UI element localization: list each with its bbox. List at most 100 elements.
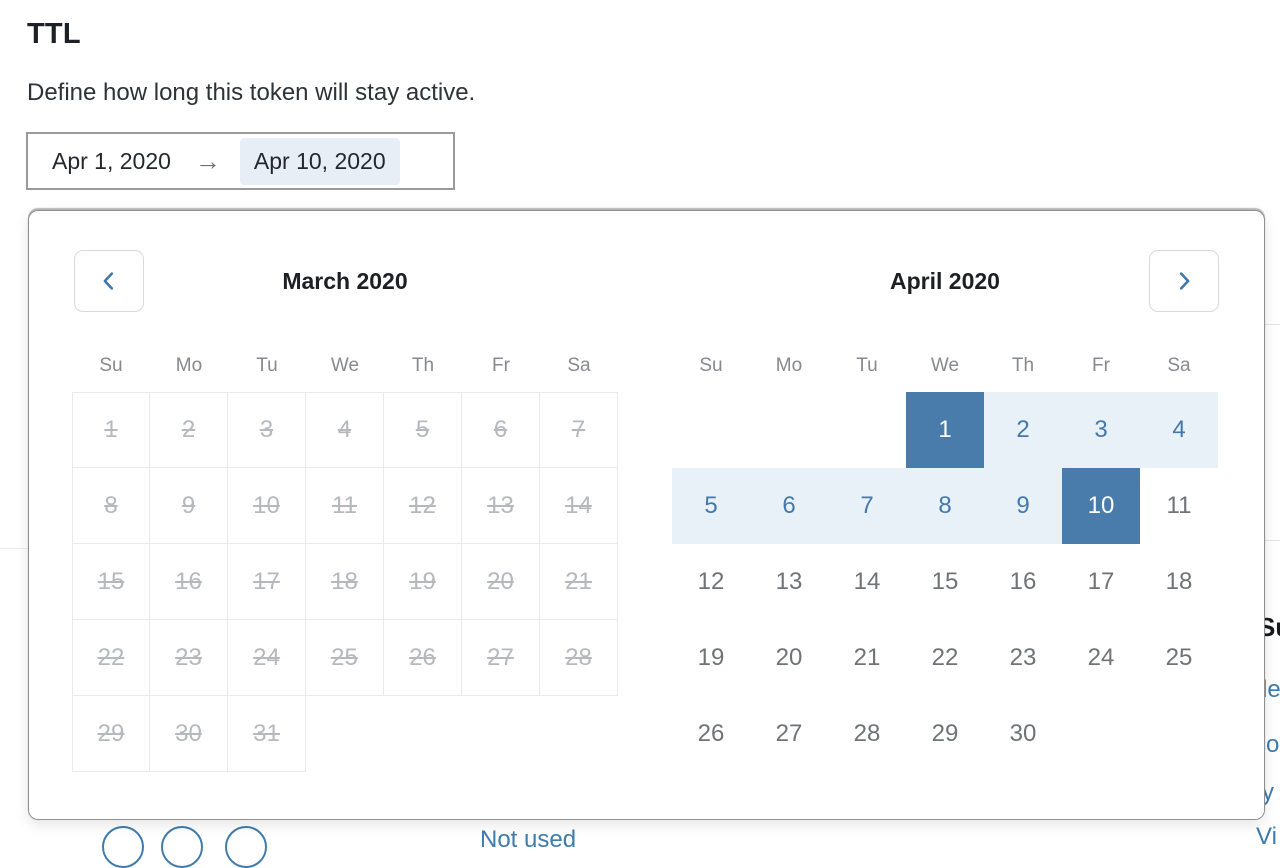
day-cell[interactable]: 3 xyxy=(1062,392,1140,468)
day-cell-disabled: 11 xyxy=(306,468,384,544)
day-cell-disabled: 1 xyxy=(72,392,150,468)
day-cell-disabled: 5 xyxy=(384,392,462,468)
weekday-label: We xyxy=(330,355,360,376)
weekday-label: Sa xyxy=(567,355,591,376)
empty-day-cell xyxy=(750,392,828,468)
day-cell[interactable]: 7 xyxy=(828,468,906,544)
day-cell[interactable]: 28 xyxy=(853,720,881,747)
day-cell-disabled: 29 xyxy=(72,696,150,772)
month-panel-march: March 2020 Su Mo Tu We Th Fr Sa 1 2 3 4 5 6 7 8 9 10 11 1… xyxy=(72,250,618,772)
day-cell[interactable]: 11 xyxy=(1166,492,1192,519)
empty-day-cell xyxy=(828,392,906,468)
day-cell-disabled: 20 xyxy=(462,544,540,620)
weekday-label: Th xyxy=(411,355,435,376)
date-picker-popup: March 2020 Su Mo Tu We Th Fr Sa 1 2 3 4 5 6 7 8 9 10 11 1… xyxy=(28,210,1265,820)
day-cell[interactable]: 8 xyxy=(906,468,984,544)
day-cell[interactable]: 17 xyxy=(1087,568,1115,595)
day-cell[interactable]: 20 xyxy=(775,644,803,671)
month-title: March 2020 xyxy=(282,268,408,294)
arrow-right-icon: → xyxy=(194,146,221,176)
day-cell[interactable]: 19 xyxy=(697,644,725,671)
day-cell-disabled: 23 xyxy=(150,620,228,696)
day-cell-disabled: 17 xyxy=(228,544,306,620)
day-cell[interactable]: 23 xyxy=(1009,644,1037,671)
empty-day-cell xyxy=(672,392,750,468)
clipped-radio-button[interactable] xyxy=(161,826,203,868)
day-cell[interactable]: 15 xyxy=(931,568,959,595)
day-cell-disabled: 7 xyxy=(540,392,618,468)
clipped-link-fragment: Vi xyxy=(1256,823,1277,850)
day-cell-disabled: 10 xyxy=(228,468,306,544)
page-title: TTL xyxy=(27,18,81,50)
day-cell[interactable]: 2 xyxy=(984,392,1062,468)
weekday-label: Tu xyxy=(256,355,278,376)
day-cell-disabled: 28 xyxy=(540,620,618,696)
start-date-value[interactable]: Apr 1, 2020 xyxy=(52,147,171,174)
day-cell-disabled: 9 xyxy=(150,468,228,544)
day-cell[interactable]: 22 xyxy=(931,644,959,671)
page-description: Define how long this token will stay act… xyxy=(27,79,476,106)
date-range-input[interactable]: Apr 1, 2020 → Apr 10, 2020 xyxy=(26,132,455,190)
weekday-label: Tu xyxy=(856,355,878,376)
chevron-left-icon xyxy=(103,272,114,290)
day-cell[interactable]: 26 xyxy=(697,720,725,747)
clipped-radio-button[interactable] xyxy=(102,826,144,868)
weekday-header-row: Su Mo Tu We Th Fr Sa xyxy=(72,353,618,379)
clipped-link-fragment: le xyxy=(1262,676,1280,703)
weekday-label: We xyxy=(930,355,960,376)
weekday-label: Fr xyxy=(1092,355,1110,376)
day-cell[interactable]: 16 xyxy=(1009,568,1037,595)
clipped-link-fragment: y xyxy=(1262,779,1274,806)
day-cell-disabled: 14 xyxy=(540,468,618,544)
day-cell-disabled: 12 xyxy=(384,468,462,544)
weekday-label: Su xyxy=(99,355,123,376)
weekday-label: Th xyxy=(1011,355,1035,376)
day-cell[interactable]: 25 xyxy=(1165,644,1193,671)
day-cell[interactable]: 29 xyxy=(931,720,959,747)
weekday-label: Mo xyxy=(775,355,803,376)
day-cell[interactable]: 5 xyxy=(672,468,750,544)
weekday-label: Sa xyxy=(1167,355,1191,376)
day-cell-disabled: 15 xyxy=(72,544,150,620)
day-cell-disabled: 30 xyxy=(150,696,228,772)
weekday-label: Su xyxy=(699,355,723,376)
days-grid: 1 2 3 4 5 6 7 8 9 10 11 12 13 14 15 16 17 18 19 20 21 22 23 24 2… xyxy=(72,392,618,772)
weekday-header-row: Su Mo Tu We Th Fr Sa xyxy=(672,353,1218,379)
day-cell[interactable]: 1 xyxy=(906,392,984,468)
day-cell-disabled: 6 xyxy=(462,392,540,468)
day-cell-disabled: 22 xyxy=(72,620,150,696)
weekday-label: Fr xyxy=(492,355,510,376)
day-cell-disabled: 2 xyxy=(150,392,228,468)
day-cell-disabled: 16 xyxy=(150,544,228,620)
days-grid: 1 2 3 4 5 6 7 8 9 10 11 12 13 14 15 16 17 18 19 20 21 22 23 24 2… xyxy=(672,392,1218,772)
clipped-radio-button[interactable] xyxy=(225,826,267,868)
day-cell-disabled: 27 xyxy=(462,620,540,696)
day-cell-disabled: 8 xyxy=(72,468,150,544)
day-cell[interactable]: 10 xyxy=(1062,468,1140,544)
day-cell[interactable]: 18 xyxy=(1165,568,1193,595)
previous-month-button[interactable] xyxy=(74,250,144,312)
day-cell[interactable]: 4 xyxy=(1140,392,1218,468)
month-title: April 2020 xyxy=(890,268,1000,294)
day-cell[interactable]: 27 xyxy=(775,720,803,747)
day-cell-disabled: 19 xyxy=(384,544,462,620)
background-divider xyxy=(1265,540,1280,541)
day-cell-disabled: 4 xyxy=(306,392,384,468)
day-cell[interactable]: 24 xyxy=(1087,644,1115,671)
day-cell[interactable]: 12 xyxy=(697,568,725,595)
background-divider xyxy=(0,548,28,549)
background-divider xyxy=(1265,324,1280,325)
clipped-link-fragment[interactable]: Not used xyxy=(480,826,577,853)
next-month-button[interactable] xyxy=(1149,250,1219,312)
chevron-right-icon xyxy=(1179,272,1190,290)
day-cell[interactable]: 14 xyxy=(853,568,881,595)
day-cell[interactable]: 6 xyxy=(750,468,828,544)
day-cell-disabled: 26 xyxy=(384,620,462,696)
day-cell[interactable]: 21 xyxy=(853,644,881,671)
day-cell[interactable]: 9 xyxy=(984,468,1062,544)
day-cell[interactable]: 13 xyxy=(775,568,803,595)
end-date-value[interactable]: Apr 10, 2020 xyxy=(239,137,400,185)
day-cell-disabled: 25 xyxy=(306,620,384,696)
day-cell-disabled: 24 xyxy=(228,620,306,696)
day-cell[interactable]: 30 xyxy=(1009,720,1037,747)
